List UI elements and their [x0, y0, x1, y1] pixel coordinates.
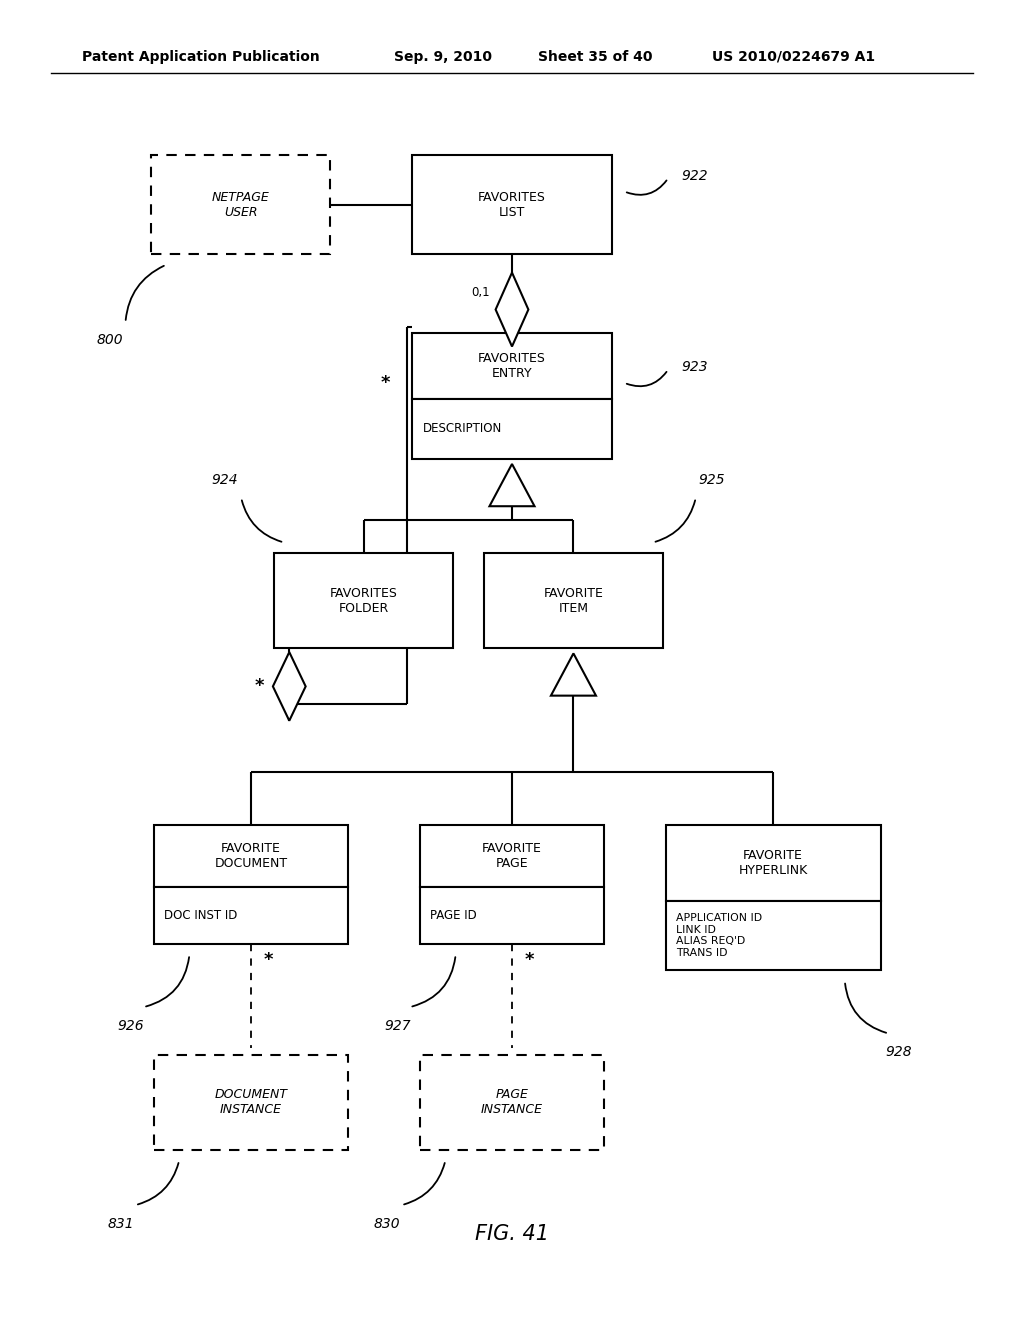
Polygon shape: [489, 465, 535, 507]
Text: DOCUMENT
INSTANCE: DOCUMENT INSTANCE: [214, 1088, 288, 1117]
FancyBboxPatch shape: [420, 1055, 604, 1150]
Text: *: *: [524, 950, 534, 969]
Text: *: *: [263, 950, 272, 969]
Text: *: *: [520, 367, 529, 384]
Text: FAVORITE
HYPERLINK: FAVORITE HYPERLINK: [738, 849, 808, 876]
FancyBboxPatch shape: [420, 825, 604, 887]
FancyBboxPatch shape: [412, 399, 611, 459]
Text: Sep. 9, 2010: Sep. 9, 2010: [394, 50, 493, 63]
Text: PAGE
INSTANCE: PAGE INSTANCE: [481, 1088, 543, 1117]
FancyBboxPatch shape: [154, 1055, 348, 1150]
FancyBboxPatch shape: [412, 156, 611, 253]
Polygon shape: [551, 653, 596, 696]
Text: 924: 924: [211, 474, 239, 487]
Text: 0,1: 0,1: [471, 286, 489, 300]
Text: APPLICATION ID
LINK ID
ALIAS REQ'D
TRANS ID: APPLICATION ID LINK ID ALIAS REQ'D TRANS…: [676, 913, 762, 958]
Text: 926: 926: [118, 1019, 144, 1032]
FancyBboxPatch shape: [152, 156, 330, 253]
FancyBboxPatch shape: [412, 334, 611, 399]
Text: FIG. 41: FIG. 41: [475, 1224, 549, 1245]
FancyBboxPatch shape: [420, 887, 604, 944]
FancyBboxPatch shape: [666, 900, 881, 970]
Text: FAVORITE
ITEM: FAVORITE ITEM: [544, 586, 603, 615]
Text: *: *: [254, 677, 263, 696]
Text: DESCRIPTION: DESCRIPTION: [422, 422, 502, 436]
Text: 830: 830: [374, 1217, 400, 1230]
Text: NETPAGE
USER: NETPAGE USER: [212, 190, 269, 219]
Text: 927: 927: [384, 1019, 411, 1032]
Text: FAVORITES
FOLDER: FAVORITES FOLDER: [330, 586, 397, 615]
FancyBboxPatch shape: [666, 825, 881, 900]
Polygon shape: [496, 272, 528, 347]
Text: Sheet 35 of 40: Sheet 35 of 40: [538, 50, 652, 63]
Polygon shape: [272, 652, 305, 721]
Text: FAVORITES
LIST: FAVORITES LIST: [478, 190, 546, 219]
Text: FAVORITES
ENTRY: FAVORITES ENTRY: [478, 352, 546, 380]
FancyBboxPatch shape: [154, 887, 348, 944]
Text: US 2010/0224679 A1: US 2010/0224679 A1: [712, 50, 874, 63]
Text: 831: 831: [108, 1217, 134, 1230]
Text: PAGE ID: PAGE ID: [430, 908, 477, 921]
FancyBboxPatch shape: [273, 553, 453, 648]
Text: FAVORITE
PAGE: FAVORITE PAGE: [482, 842, 542, 870]
Text: *: *: [380, 374, 389, 392]
Text: 800: 800: [96, 333, 124, 347]
Text: Patent Application Publication: Patent Application Publication: [82, 50, 319, 63]
Text: 925: 925: [698, 474, 726, 487]
Text: 928: 928: [886, 1045, 912, 1059]
FancyBboxPatch shape: [484, 553, 664, 648]
Text: 923: 923: [682, 360, 709, 374]
Text: FAVORITE
DOCUMENT: FAVORITE DOCUMENT: [214, 842, 288, 870]
Text: 922: 922: [682, 169, 709, 182]
FancyBboxPatch shape: [154, 825, 348, 887]
Text: DOC INST ID: DOC INST ID: [164, 908, 238, 921]
